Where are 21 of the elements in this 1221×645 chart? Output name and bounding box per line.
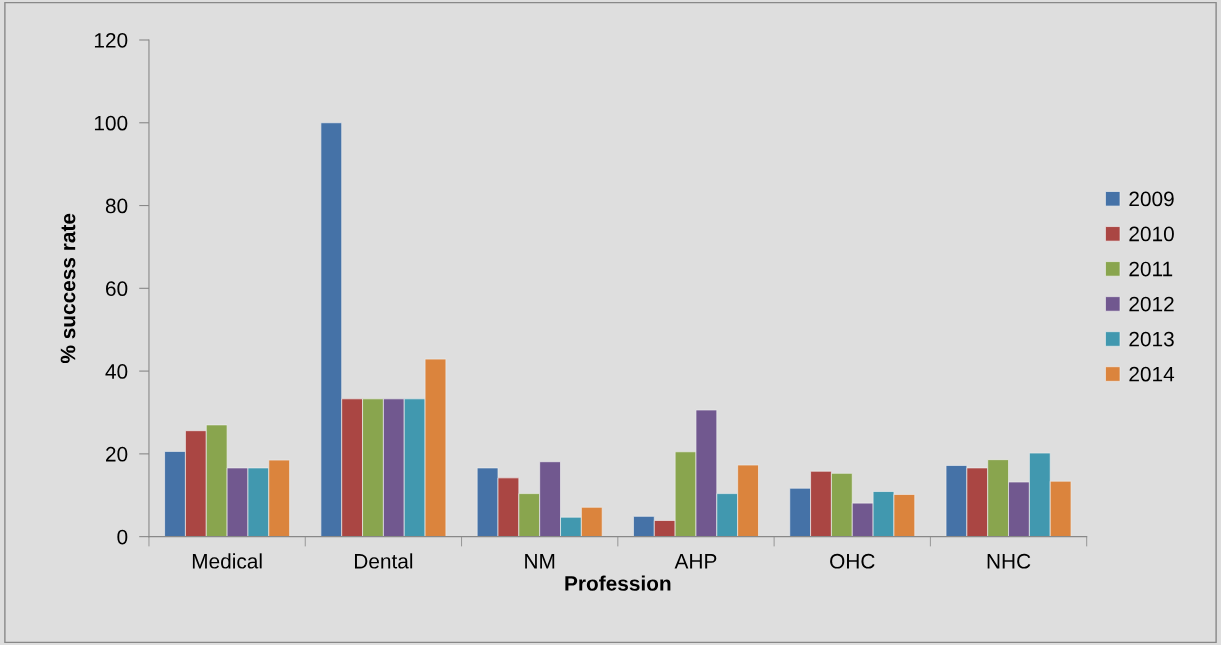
legend-label: 2013 bbox=[1129, 331, 1174, 347]
x-tick-label: Medical bbox=[192, 553, 262, 569]
legend-label: 2010 bbox=[1129, 226, 1174, 242]
x-tick-label: NM bbox=[525, 554, 555, 569]
legend-label: 2009 bbox=[1129, 191, 1174, 207]
x-tick-label: NHC bbox=[987, 553, 1031, 569]
y-tick-label: 120 bbox=[94, 32, 128, 48]
legend-label: 2012 bbox=[1129, 296, 1174, 312]
y-tick-label: 40 bbox=[105, 364, 128, 379]
x-tick-label: AHP bbox=[674, 554, 717, 569]
x-tick-label: OHC bbox=[830, 553, 875, 569]
legend-label: 2011 bbox=[1129, 261, 1173, 277]
y-tick-label: 60 bbox=[106, 281, 128, 297]
y-tick-label: 0 bbox=[117, 529, 128, 545]
x-axis-title: Profession bbox=[565, 575, 671, 591]
y-tick-label: 80 bbox=[105, 198, 128, 214]
y-tick-label: 100 bbox=[94, 115, 128, 131]
y-axis-title: % success rate bbox=[60, 213, 76, 364]
legend-label: 2014 bbox=[1129, 366, 1175, 382]
x-tick-label: Dental bbox=[354, 553, 413, 569]
y-tick-label: 20 bbox=[106, 446, 128, 462]
